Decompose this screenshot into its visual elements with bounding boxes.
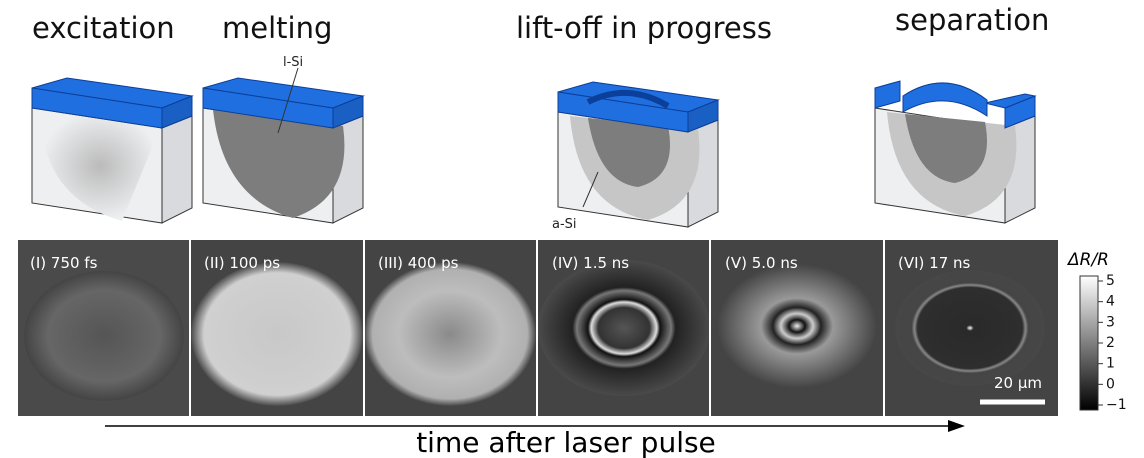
panel-label: (IV) 1.5 ns xyxy=(552,254,629,272)
colorbar-tick-label: −1 xyxy=(1106,397,1127,413)
schematic xyxy=(203,68,363,223)
panel-label: (III) 400 ps xyxy=(378,254,459,272)
stage-label: separation xyxy=(895,3,1049,37)
figure: excitation melting lift-off in progress … xyxy=(0,0,1144,458)
axis-label: time after laser pulse xyxy=(416,426,716,458)
annotation: l-Si xyxy=(283,55,303,70)
stage-label: lift-off in progress xyxy=(516,11,772,45)
colorbar-tick-label: 4 xyxy=(1106,294,1115,310)
schematic xyxy=(875,81,1035,223)
stage-label: excitation xyxy=(32,11,175,45)
annotation: a-Si xyxy=(552,217,577,232)
colorbar-tick-label: 1 xyxy=(1106,356,1115,372)
arrow-head xyxy=(948,420,965,432)
panel-label: (I) 750 fs xyxy=(30,254,98,272)
panel-label: (VI) 17 ns xyxy=(898,254,971,272)
colorbar-tick-label: 5 xyxy=(1106,273,1115,289)
colorbar-tick-label: 0 xyxy=(1106,376,1115,392)
stage-label: melting xyxy=(222,11,332,45)
schematic xyxy=(32,78,192,223)
panel-label: (V) 5.0 ns xyxy=(725,254,798,272)
colorbar-tick-label: 3 xyxy=(1106,314,1115,330)
panel-label: (II) 100 ps xyxy=(204,254,280,272)
colorbar-tick-label: 2 xyxy=(1106,335,1115,351)
scale-bar-label: 20 μm xyxy=(994,374,1042,392)
colorbar xyxy=(1080,276,1098,410)
schematic xyxy=(558,82,718,227)
colorbar-label: ΔR/R xyxy=(1066,250,1109,270)
